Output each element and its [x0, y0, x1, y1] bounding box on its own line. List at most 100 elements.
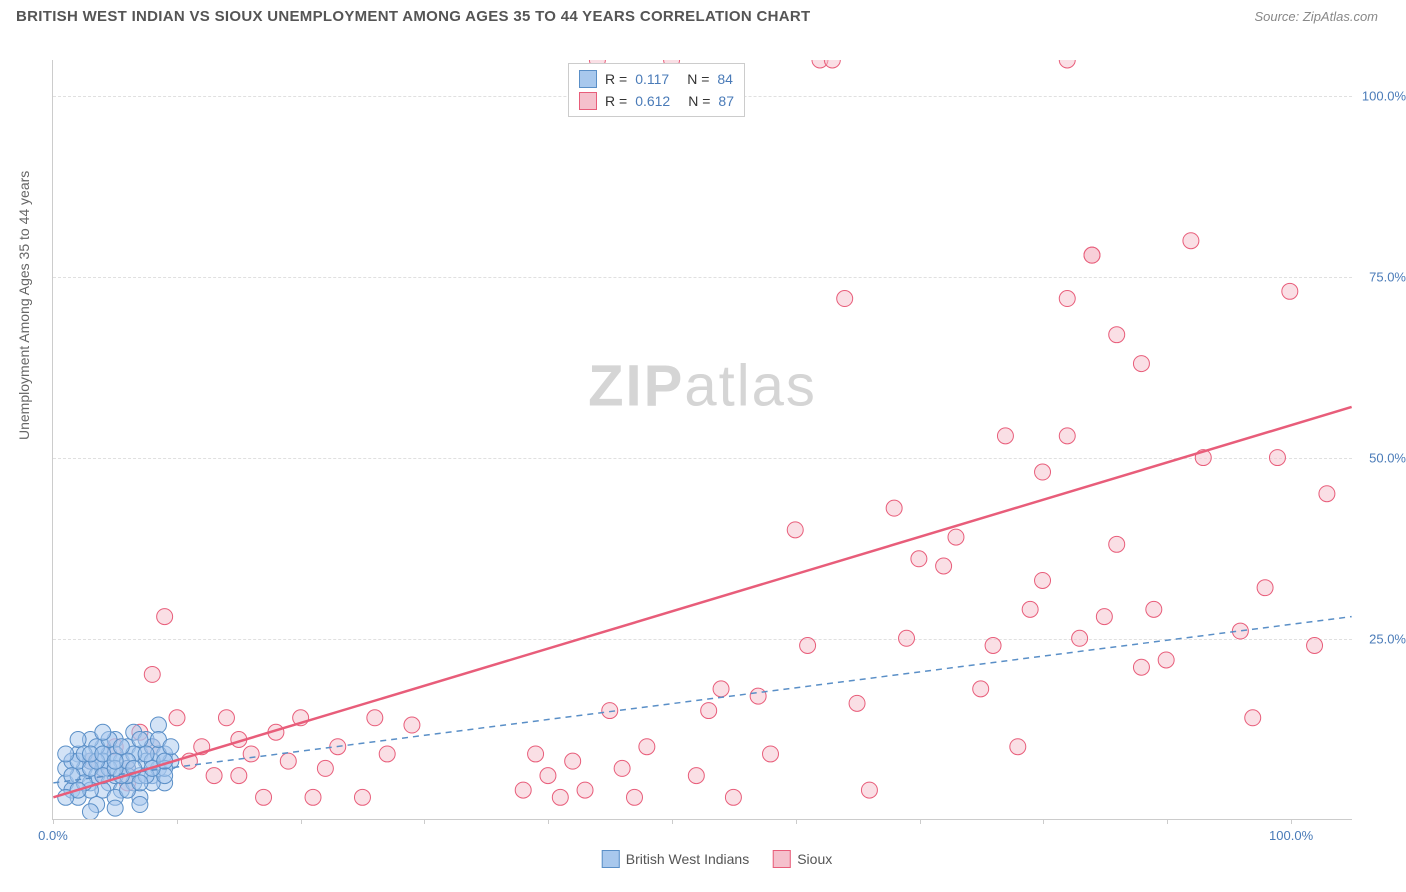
data-point [1035, 572, 1051, 588]
data-point [1084, 247, 1100, 263]
data-point [218, 710, 234, 726]
data-point [1183, 233, 1199, 249]
data-point [973, 681, 989, 697]
data-point [750, 688, 766, 704]
plot-area: ZIPatlas R = 0.117N = 84R = 0.612N = 87 … [52, 60, 1352, 820]
legend-stat-row: R = 0.117N = 84 [579, 68, 734, 90]
chart-title: BRITISH WEST INDIAN VS SIOUX UNEMPLOYMEN… [16, 8, 810, 25]
data-point [256, 789, 272, 805]
x-tick [177, 819, 178, 824]
legend-stats-box: R = 0.117N = 84R = 0.612N = 87 [568, 63, 745, 117]
data-point [515, 782, 531, 798]
data-point [95, 724, 111, 740]
data-point [231, 768, 247, 784]
scatter-plot-svg [53, 60, 1352, 819]
data-point [763, 746, 779, 762]
data-point [701, 703, 717, 719]
data-point [150, 717, 166, 733]
data-point [1109, 536, 1125, 552]
y-tick-label: 25.0% [1369, 632, 1406, 647]
x-tick [424, 819, 425, 824]
legend-n-value: 84 [717, 71, 733, 87]
data-point [627, 789, 643, 805]
data-point [725, 789, 741, 805]
legend-swatch [602, 850, 620, 868]
x-tick [796, 819, 797, 824]
y-tick-label: 100.0% [1362, 89, 1406, 104]
data-point [577, 782, 593, 798]
legend-n-label: N = [687, 71, 709, 87]
x-tick [301, 819, 302, 824]
legend-label: Sioux [797, 851, 832, 867]
data-point [317, 760, 333, 776]
legend-bottom: British West IndiansSioux [602, 850, 833, 868]
data-point [1022, 601, 1038, 617]
data-point [354, 789, 370, 805]
data-point [639, 739, 655, 755]
data-point [713, 681, 729, 697]
x-tick [548, 819, 549, 824]
data-point [70, 731, 86, 747]
data-point [800, 638, 816, 654]
data-point [849, 695, 865, 711]
data-point [911, 551, 927, 567]
data-point [206, 768, 222, 784]
legend-item: Sioux [773, 850, 832, 868]
data-point [1158, 652, 1174, 668]
data-point [144, 666, 160, 682]
legend-swatch [773, 850, 791, 868]
data-point [552, 789, 568, 805]
data-point [379, 746, 395, 762]
data-point [997, 428, 1013, 444]
data-point [132, 775, 148, 791]
data-point [985, 638, 1001, 654]
data-point [899, 630, 915, 646]
data-point [132, 731, 148, 747]
chart-container: Unemployment Among Ages 35 to 44 years Z… [52, 60, 1382, 840]
data-point [540, 768, 556, 784]
y-tick-label: 50.0% [1369, 451, 1406, 466]
x-tick [1043, 819, 1044, 824]
data-point [1072, 630, 1088, 646]
data-point [243, 746, 259, 762]
data-point [1133, 659, 1149, 675]
data-point [824, 60, 840, 68]
data-point [886, 500, 902, 516]
data-point [138, 746, 154, 762]
data-point [948, 529, 964, 545]
data-point [565, 753, 581, 769]
legend-stat-row: R = 0.612N = 87 [579, 90, 734, 112]
data-point [113, 739, 129, 755]
x-tick-label: 0.0% [38, 828, 68, 843]
x-tick [1291, 819, 1292, 824]
data-point [1059, 291, 1075, 307]
data-point [58, 746, 74, 762]
data-point [107, 753, 123, 769]
data-point [404, 717, 420, 733]
data-point [1035, 464, 1051, 480]
legend-swatch [579, 92, 597, 110]
x-tick [1167, 819, 1168, 824]
data-point [936, 558, 952, 574]
legend-n-value: 87 [718, 93, 734, 109]
data-point [688, 768, 704, 784]
x-tick-label: 100.0% [1269, 828, 1313, 843]
data-point [107, 800, 123, 816]
data-point [837, 291, 853, 307]
data-point [163, 739, 179, 755]
data-point [1257, 580, 1273, 596]
legend-r-label: R = [605, 93, 627, 109]
data-point [787, 522, 803, 538]
data-point [602, 703, 618, 719]
data-point [1059, 60, 1075, 68]
data-point [169, 710, 185, 726]
x-tick [672, 819, 673, 824]
x-tick [53, 819, 54, 824]
legend-r-value: 0.612 [635, 93, 670, 109]
data-point [861, 782, 877, 798]
legend-swatch [579, 70, 597, 88]
data-point [1269, 450, 1285, 466]
y-tick-label: 75.0% [1369, 270, 1406, 285]
data-point [367, 710, 383, 726]
data-point [1146, 601, 1162, 617]
